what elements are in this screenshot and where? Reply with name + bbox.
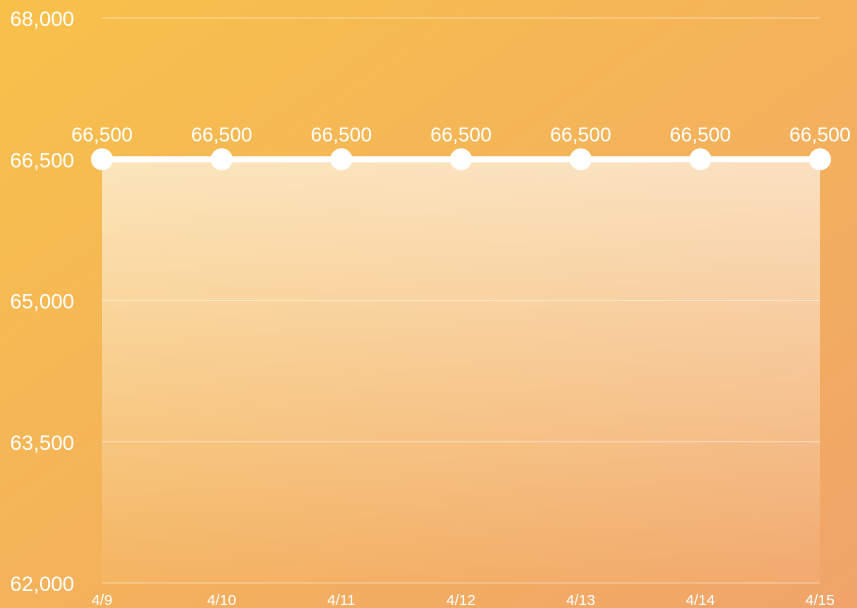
- data-point[interactable]: [330, 148, 353, 171]
- data-point[interactable]: [210, 148, 233, 171]
- data-point[interactable]: [809, 148, 831, 171]
- data-label: 66,500: [71, 124, 132, 146]
- data-label: 66,500: [550, 124, 611, 146]
- data-label: 66,500: [311, 124, 372, 146]
- x-tick-label: 4/10: [207, 592, 236, 608]
- x-tick-label: 4/12: [446, 592, 475, 608]
- y-tick-label: 63,500: [10, 432, 74, 455]
- series-area: [102, 159, 820, 583]
- data-label: 66,500: [789, 124, 850, 146]
- data-point[interactable]: [569, 148, 592, 171]
- data-labels: 66,500 66,500 66,500 66,500 66,500 66,500 66,5…: [71, 124, 850, 146]
- data-label: 66,500: [670, 124, 731, 146]
- x-tick-label: 4/14: [686, 592, 715, 608]
- data-points: [91, 148, 831, 171]
- y-tick-label: 65,000: [10, 291, 74, 314]
- y-tick-label: 68,000: [10, 8, 74, 31]
- x-tick-label: 4/13: [566, 592, 595, 608]
- area-fill-group: [102, 159, 820, 583]
- data-point[interactable]: [91, 148, 113, 171]
- x-tick-label: 4/9: [92, 592, 113, 608]
- x-tick-label: 4/15: [805, 592, 834, 608]
- data-point[interactable]: [450, 148, 472, 171]
- y-axis-tick-labels: 62,000 63,500 65,000 66,500 68,000: [10, 8, 74, 596]
- x-tick-label: 4/11: [327, 592, 355, 608]
- x-axis-tick-labels: 4/9 4/10 4/11 4/12 4/13 4/14 4/15: [92, 592, 835, 608]
- data-label: 66,500: [191, 124, 252, 146]
- data-label: 66,500: [430, 124, 491, 146]
- y-tick-label: 62,000: [10, 573, 74, 596]
- y-tick-label: 66,500: [10, 149, 74, 172]
- data-point[interactable]: [689, 148, 712, 171]
